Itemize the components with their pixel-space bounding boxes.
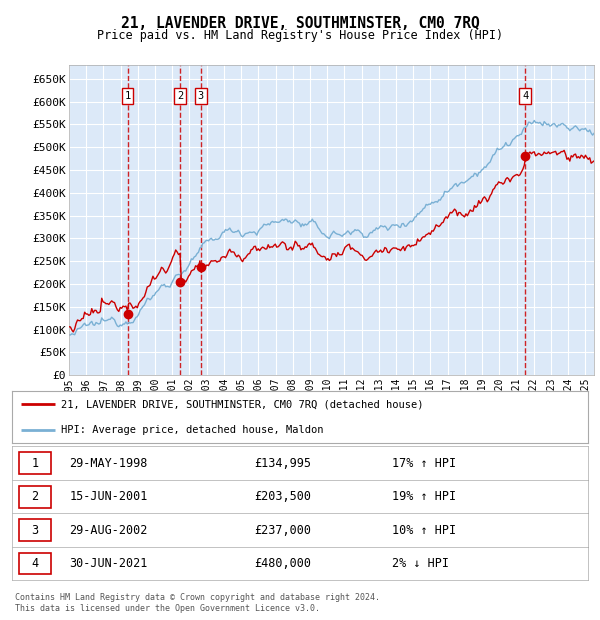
FancyBboxPatch shape [19, 452, 50, 474]
Text: 10% ↑ HPI: 10% ↑ HPI [392, 524, 456, 536]
Text: 2: 2 [31, 490, 38, 503]
Text: 3: 3 [198, 91, 204, 101]
Text: 3: 3 [31, 524, 38, 536]
Text: Contains HM Land Registry data © Crown copyright and database right 2024.
This d: Contains HM Land Registry data © Crown c… [15, 593, 380, 613]
Text: 29-MAY-1998: 29-MAY-1998 [70, 457, 148, 469]
Text: 19% ↑ HPI: 19% ↑ HPI [392, 490, 456, 503]
FancyBboxPatch shape [19, 519, 50, 541]
Text: 15-JUN-2001: 15-JUN-2001 [70, 490, 148, 503]
Text: £134,995: £134,995 [254, 457, 311, 469]
Text: 29-AUG-2002: 29-AUG-2002 [70, 524, 148, 536]
Text: 21, LAVENDER DRIVE, SOUTHMINSTER, CM0 7RQ: 21, LAVENDER DRIVE, SOUTHMINSTER, CM0 7R… [121, 16, 479, 31]
Text: 1: 1 [31, 457, 38, 469]
FancyBboxPatch shape [19, 552, 50, 575]
FancyBboxPatch shape [19, 485, 50, 508]
Text: 1: 1 [125, 91, 131, 101]
Text: £203,500: £203,500 [254, 490, 311, 503]
Text: 2: 2 [177, 91, 183, 101]
Text: Price paid vs. HM Land Registry's House Price Index (HPI): Price paid vs. HM Land Registry's House … [97, 29, 503, 42]
Text: 2% ↓ HPI: 2% ↓ HPI [392, 557, 449, 570]
Text: 17% ↑ HPI: 17% ↑ HPI [392, 457, 456, 469]
Text: £480,000: £480,000 [254, 557, 311, 570]
Text: £237,000: £237,000 [254, 524, 311, 536]
Text: 30-JUN-2021: 30-JUN-2021 [70, 557, 148, 570]
Text: 21, LAVENDER DRIVE, SOUTHMINSTER, CM0 7RQ (detached house): 21, LAVENDER DRIVE, SOUTHMINSTER, CM0 7R… [61, 399, 424, 409]
Text: 4: 4 [31, 557, 38, 570]
Text: 4: 4 [522, 91, 528, 101]
Text: HPI: Average price, detached house, Maldon: HPI: Average price, detached house, Mald… [61, 425, 323, 435]
